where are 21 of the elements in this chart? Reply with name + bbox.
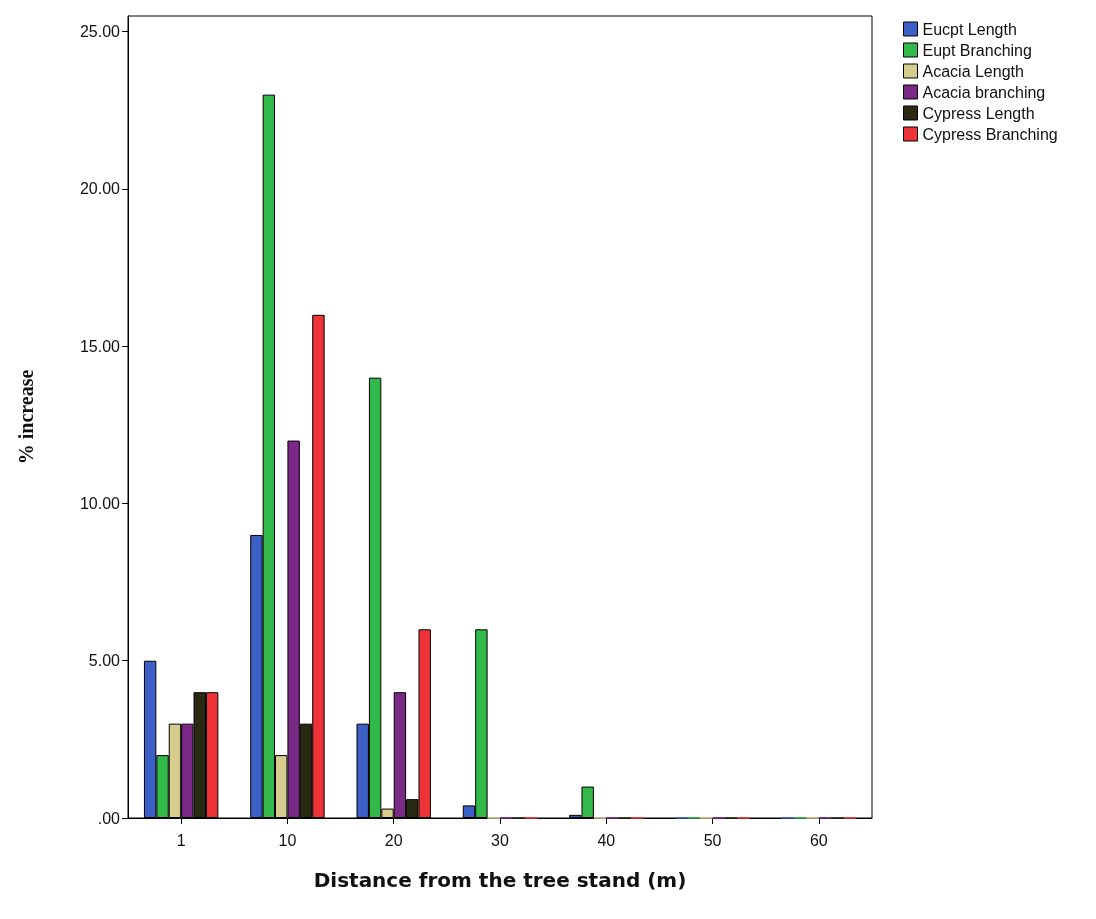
- x-tick-label: 60: [809, 831, 828, 849]
- legend-label: Cypress Length: [922, 104, 1035, 122]
- x-tick-label: 30: [491, 831, 509, 849]
- legend-label: Eupt Branching: [922, 41, 1032, 59]
- y-tick-label: .00: [97, 809, 121, 827]
- y-tick-label: 5.00: [88, 652, 121, 670]
- x-tick-label: 20: [384, 831, 403, 849]
- x-tick-label: 10: [278, 831, 297, 849]
- legend-label: Eucpt Length: [922, 20, 1017, 38]
- x-tick-label: 40: [597, 831, 616, 849]
- legend-label: Acacia Length: [922, 62, 1024, 80]
- y-tick-label: 10.00: [79, 494, 121, 512]
- x-tick-label: 1: [176, 831, 186, 849]
- x-axis-title: Distance from the tree stand (m): [313, 868, 687, 892]
- x-tick-label: 50: [703, 831, 722, 849]
- y-axis-title: % increase: [15, 369, 37, 465]
- y-tick-label: 25.00: [79, 23, 121, 41]
- y-tick-label: 20.00: [79, 180, 121, 198]
- legend-label: Cypress Branching: [922, 125, 1058, 143]
- legend-label: Acacia branching: [922, 83, 1046, 101]
- y-tick-label: 15.00: [79, 337, 121, 355]
